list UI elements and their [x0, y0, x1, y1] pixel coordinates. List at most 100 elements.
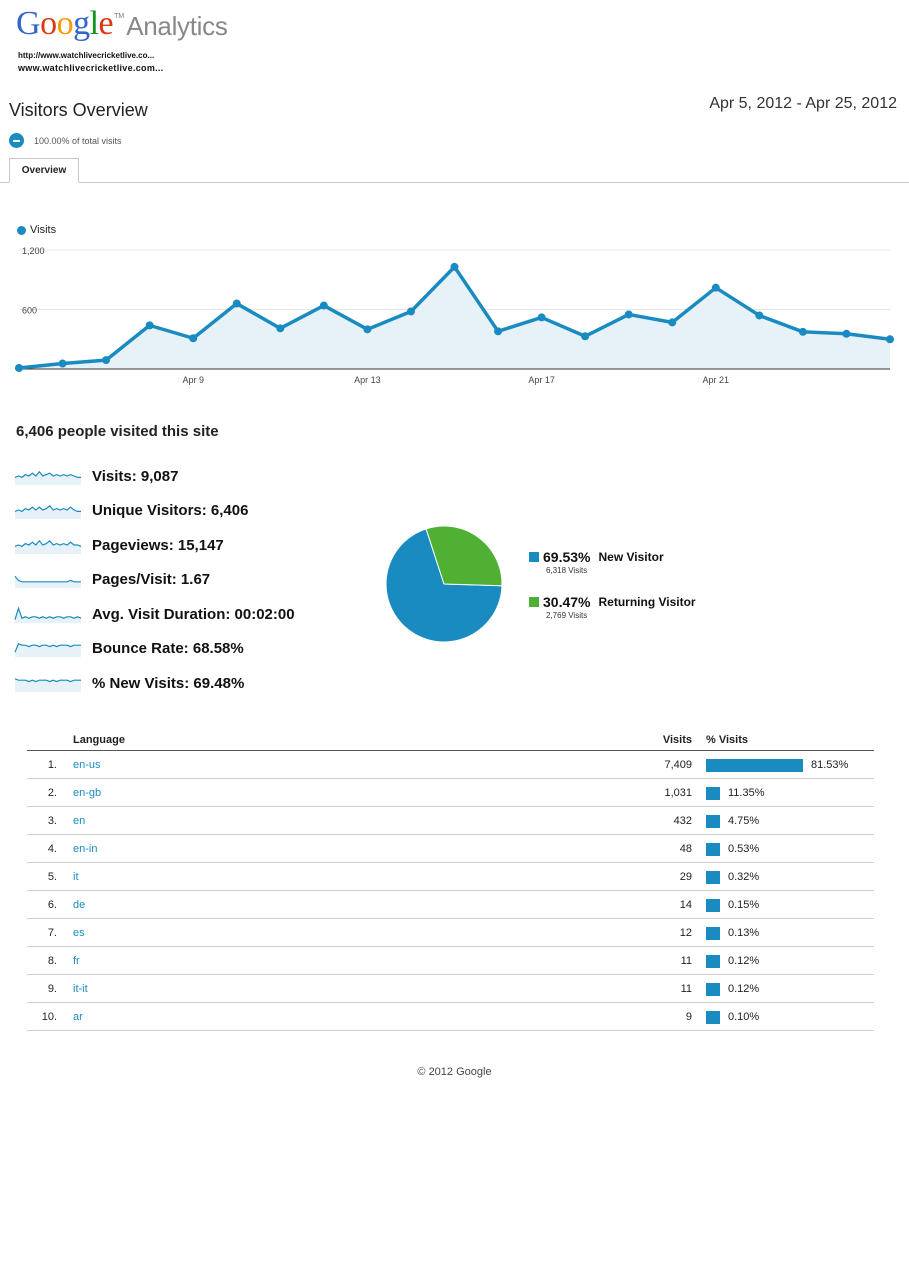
language-link[interactable]: en-gb	[73, 787, 102, 799]
data-point[interactable]	[668, 318, 677, 327]
data-point[interactable]	[450, 262, 459, 271]
sparkline-icon	[14, 539, 82, 554]
logo-letter: o	[40, 5, 57, 42]
sparkline-line	[14, 575, 81, 583]
visits-share-bar	[706, 843, 720, 856]
data-point[interactable]	[319, 301, 328, 310]
metric-label: Visits: 9,087	[92, 467, 179, 485]
pie-slice-returning-visitor[interactable]	[425, 525, 503, 587]
data-point[interactable]	[276, 324, 285, 333]
tab-divider	[0, 182, 909, 183]
visits-share-bar	[706, 927, 720, 940]
metric-row: Avg. Visit Duration: 00:02:00	[14, 604, 295, 624]
footer-copyright: © 2012 Google	[417, 1066, 492, 1078]
row-index: 1.	[47, 759, 57, 771]
new-visitor-percent: 69.53%	[543, 549, 591, 565]
segment-indicator[interactable]: 100.00% of total visits	[9, 133, 122, 148]
language-link[interactable]: it	[73, 871, 79, 883]
data-point[interactable]	[755, 311, 764, 320]
language-link[interactable]: es	[73, 927, 85, 939]
table-row: 6. de 14 0.15%	[27, 891, 874, 919]
language-link[interactable]: en-us	[73, 759, 101, 771]
header-visits[interactable]: Visits	[662, 734, 692, 746]
logo-letter: G	[16, 5, 41, 42]
data-point[interactable]	[58, 359, 67, 368]
data-point[interactable]	[494, 327, 503, 336]
data-point[interactable]	[102, 356, 111, 365]
site-name: www.watchlivecricketlive.com...	[18, 63, 164, 73]
header-language[interactable]: Language	[73, 734, 125, 746]
row-index: 9.	[47, 983, 57, 995]
logo-analytics-wordmark: Analytics	[126, 11, 228, 41]
data-point[interactable]	[711, 283, 720, 292]
returning-visitor-visits: 2,769 Visits	[546, 611, 588, 620]
metric-row: Pageviews: 15,147	[14, 535, 224, 555]
header-percent-visits[interactable]: % Visits	[706, 734, 748, 746]
data-point[interactable]	[581, 332, 590, 341]
language-link[interactable]: en	[73, 815, 86, 827]
table-header: Language Visits % Visits	[27, 731, 874, 751]
row-percent: 11.35%	[728, 787, 765, 799]
language-link[interactable]: it-it	[73, 983, 88, 995]
pie-legend-returning-visitor: 30.47% Returning Visitor 2,769 Visits	[529, 594, 696, 620]
data-point[interactable]	[145, 321, 154, 330]
data-point[interactable]	[15, 364, 23, 373]
visits-share-bar	[706, 815, 720, 828]
logo-letter: g	[73, 5, 90, 42]
segment-minus-icon[interactable]	[9, 133, 24, 148]
data-point[interactable]	[232, 299, 241, 308]
sparkline-icon	[14, 504, 81, 519]
row-percent: 81.53%	[811, 759, 849, 771]
tab-overview[interactable]: Overview	[9, 158, 79, 183]
table-row: 10. ar 9 0.10%	[27, 1003, 874, 1031]
data-point[interactable]	[886, 335, 894, 344]
language-link[interactable]: fr	[73, 955, 80, 967]
data-point[interactable]	[189, 334, 198, 343]
metric-label: Pageviews: 15,147	[92, 536, 224, 554]
row-index: 8.	[47, 955, 57, 967]
sparkline-line	[14, 539, 82, 548]
visits-area	[19, 266, 890, 369]
row-visits: 14	[679, 899, 692, 911]
page-title: Visitors Overview	[9, 100, 148, 120]
logo-trademark: TM	[114, 13, 125, 20]
data-point[interactable]	[798, 327, 807, 336]
row-index: 5.	[47, 871, 57, 883]
data-point[interactable]	[842, 329, 851, 338]
sparkline-area	[15, 608, 81, 623]
metric-label: Bounce Rate: 68.58%	[92, 639, 244, 657]
sparkline-area	[15, 678, 81, 692]
data-point[interactable]	[406, 307, 415, 316]
metric-label: % New Visits: 69.48%	[92, 674, 245, 692]
logo-letter: l	[89, 5, 99, 42]
row-index: 10.	[41, 1011, 57, 1023]
visits-share-bar	[706, 983, 720, 996]
row-visits: 11	[680, 955, 692, 967]
sparkline-icon	[14, 606, 82, 623]
sparkline-line	[14, 606, 82, 620]
date-range[interactable]: Apr 5, 2012 - Apr 25, 2012	[709, 95, 897, 112]
row-visits: 12	[679, 927, 692, 939]
row-index: 6.	[47, 899, 57, 911]
pie-legend-new-visitor: 69.53% New Visitor 6,318 Visits	[529, 549, 664, 575]
sparkline-line	[14, 678, 81, 683]
table-row: 7. es 12 0.13%	[27, 919, 874, 947]
language-link[interactable]: de	[73, 899, 86, 911]
x-tick-label: Apr 17	[528, 375, 555, 385]
new-visitor-visits: 6,318 Visits	[546, 566, 588, 575]
language-link[interactable]: ar	[73, 1011, 83, 1023]
data-point[interactable]	[363, 325, 372, 334]
row-index: 2.	[47, 787, 57, 799]
new-visitor-label: New Visitor	[598, 550, 664, 564]
metric-label: Unique Visitors: 6,406	[92, 501, 249, 519]
row-percent: 0.32%	[728, 871, 760, 883]
metric-label: Avg. Visit Duration: 00:02:00	[92, 605, 295, 623]
row-percent: 0.13%	[728, 927, 760, 939]
data-point[interactable]	[537, 313, 546, 322]
google-analytics-logo: Google TM Analytics	[16, 2, 228, 42]
returning-visitor-label: Returning Visitor	[598, 595, 696, 609]
table-row: 4. en-in 48 0.53%	[27, 835, 874, 863]
data-point[interactable]	[624, 310, 633, 319]
pie-slice-new-visitor[interactable]	[385, 528, 503, 643]
language-link[interactable]: en-in	[73, 843, 98, 855]
